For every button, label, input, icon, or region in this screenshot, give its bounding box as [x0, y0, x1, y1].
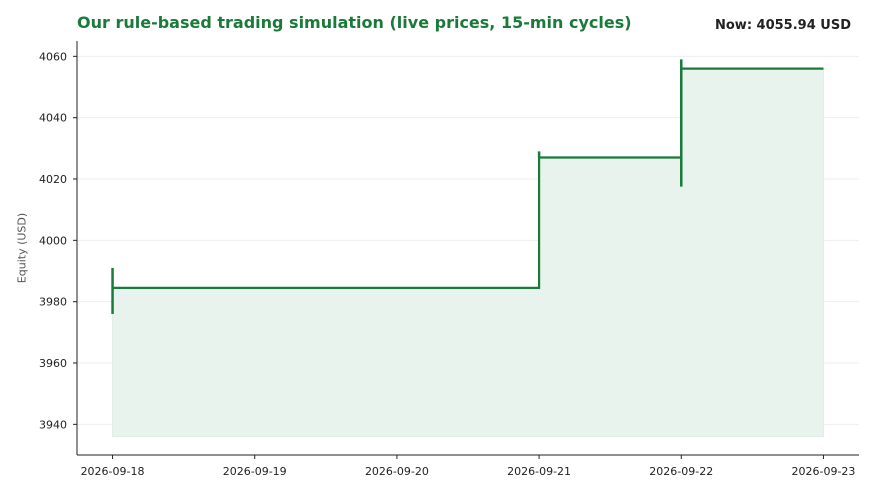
series-line-layer — [111, 59, 824, 314]
equity-area-fill — [112, 68, 824, 438]
equity-step-line — [112, 67, 824, 289]
x-tick-label: 2026-09-21 — [507, 465, 571, 478]
area-fill — [112, 68, 824, 438]
y-tick-label: 3960 — [39, 357, 67, 370]
x-tick-label: 2026-09-22 — [649, 465, 713, 478]
y-tick-label: 4000 — [39, 234, 67, 247]
x-tick-label: 2026-09-19 — [223, 465, 287, 478]
y-tick-label: 3940 — [39, 418, 67, 431]
x-tick-label: 2026-09-23 — [791, 465, 855, 478]
y-tick-label: 4060 — [39, 50, 67, 63]
x-tick-label: 2026-09-20 — [365, 465, 429, 478]
y-tick-label: 4040 — [39, 112, 67, 125]
y-tick-label: 3980 — [39, 296, 67, 309]
x-tick-label: 2026-09-18 — [81, 465, 145, 478]
chart-title: Our rule-based trading simulation (live … — [77, 13, 632, 32]
y-tick-label: 4020 — [39, 173, 67, 186]
tick-labels: 3940 3960 3980 4000 4020 4040 4060 2026-09-18 20… — [39, 50, 855, 478]
current-equity-label: Now: 4055.94 USD — [715, 18, 851, 33]
axes — [73, 41, 859, 459]
